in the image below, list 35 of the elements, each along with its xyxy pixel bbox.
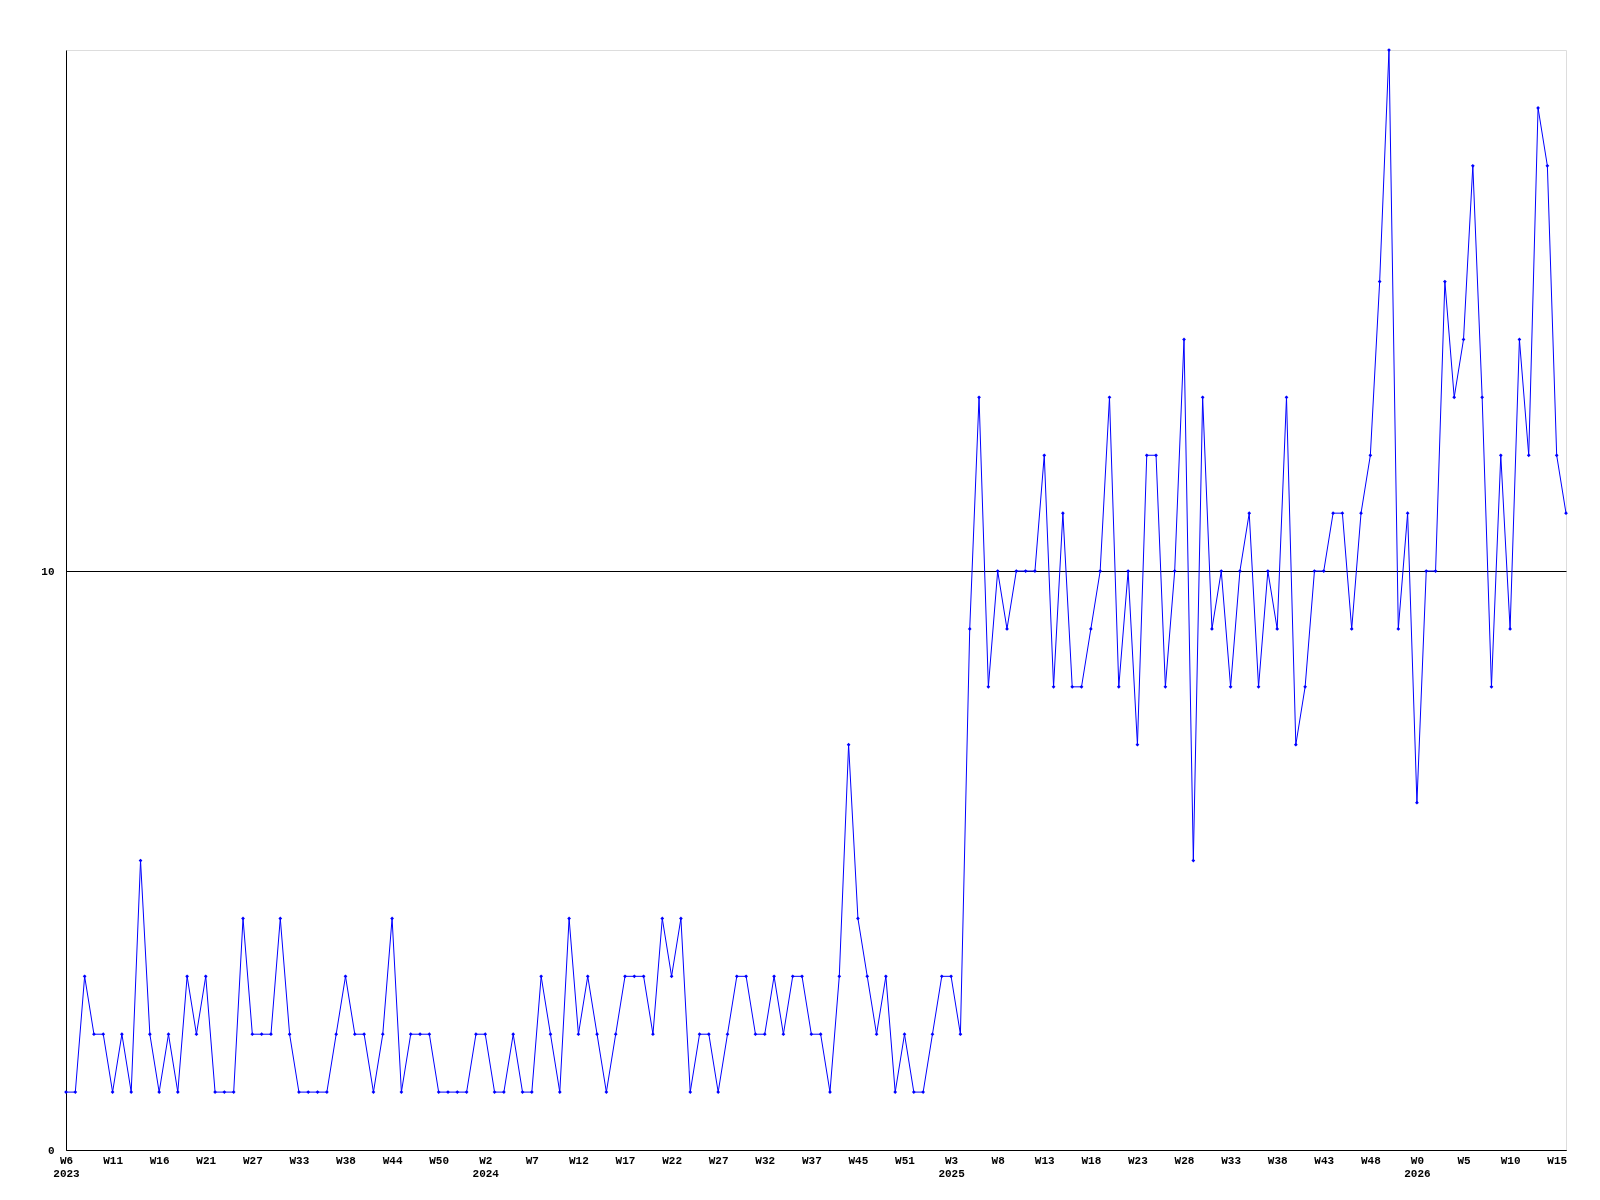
x-tick-label: W48: [1360, 1154, 1382, 1167]
x-tick-label: W28: [1174, 1154, 1195, 1167]
x-tick-label: W32: [755, 1154, 776, 1167]
x-tick-label: W37: [801, 1154, 822, 1167]
x-tick-label: W12: [569, 1154, 589, 1167]
x-tick-label: W51: [895, 1154, 916, 1167]
x-tick-label: W38: [336, 1154, 357, 1167]
x-tick-label: W17: [615, 1154, 636, 1167]
x-tick-label: W22: [662, 1154, 682, 1167]
x-tick-label: W27: [708, 1154, 729, 1167]
x-tick-label: W27: [242, 1154, 263, 1167]
x-tick-label: W33: [1221, 1154, 1242, 1167]
x-tick-label: W11: [103, 1154, 124, 1167]
x-tick-label: W43: [1314, 1154, 1335, 1167]
x-tick-label: W18: [1081, 1154, 1102, 1167]
x-tick-label: W50: [429, 1154, 450, 1167]
y-tick-label: 10: [41, 565, 55, 578]
x-tick-label: W10: [1500, 1154, 1521, 1167]
x-tick-label: W23: [1128, 1154, 1149, 1167]
x-tick-label: W7: [525, 1154, 539, 1167]
x-tick-label: W8: [991, 1154, 1006, 1167]
y-tick-label: 0: [47, 1144, 55, 1157]
x-tick-label: W38: [1267, 1154, 1288, 1167]
x-tick-label: W15: [1547, 1154, 1568, 1167]
x-tick-label: W3 2025: [938, 1154, 966, 1180]
x-tick-label: W6 2023: [53, 1154, 81, 1180]
x-tick-label: W45: [848, 1154, 869, 1167]
x-tick-label: W44: [382, 1154, 403, 1167]
x-tick-label: W21: [196, 1154, 217, 1167]
x-tick-label: W16: [149, 1154, 170, 1167]
x-tick-label: W0 2026: [1404, 1154, 1431, 1180]
x-tick-label: W33: [289, 1154, 310, 1167]
x-tick-label: W13: [1034, 1154, 1056, 1167]
x-tick-label: W2 2024: [472, 1154, 500, 1180]
x-tick-label: W5: [1457, 1154, 1472, 1167]
